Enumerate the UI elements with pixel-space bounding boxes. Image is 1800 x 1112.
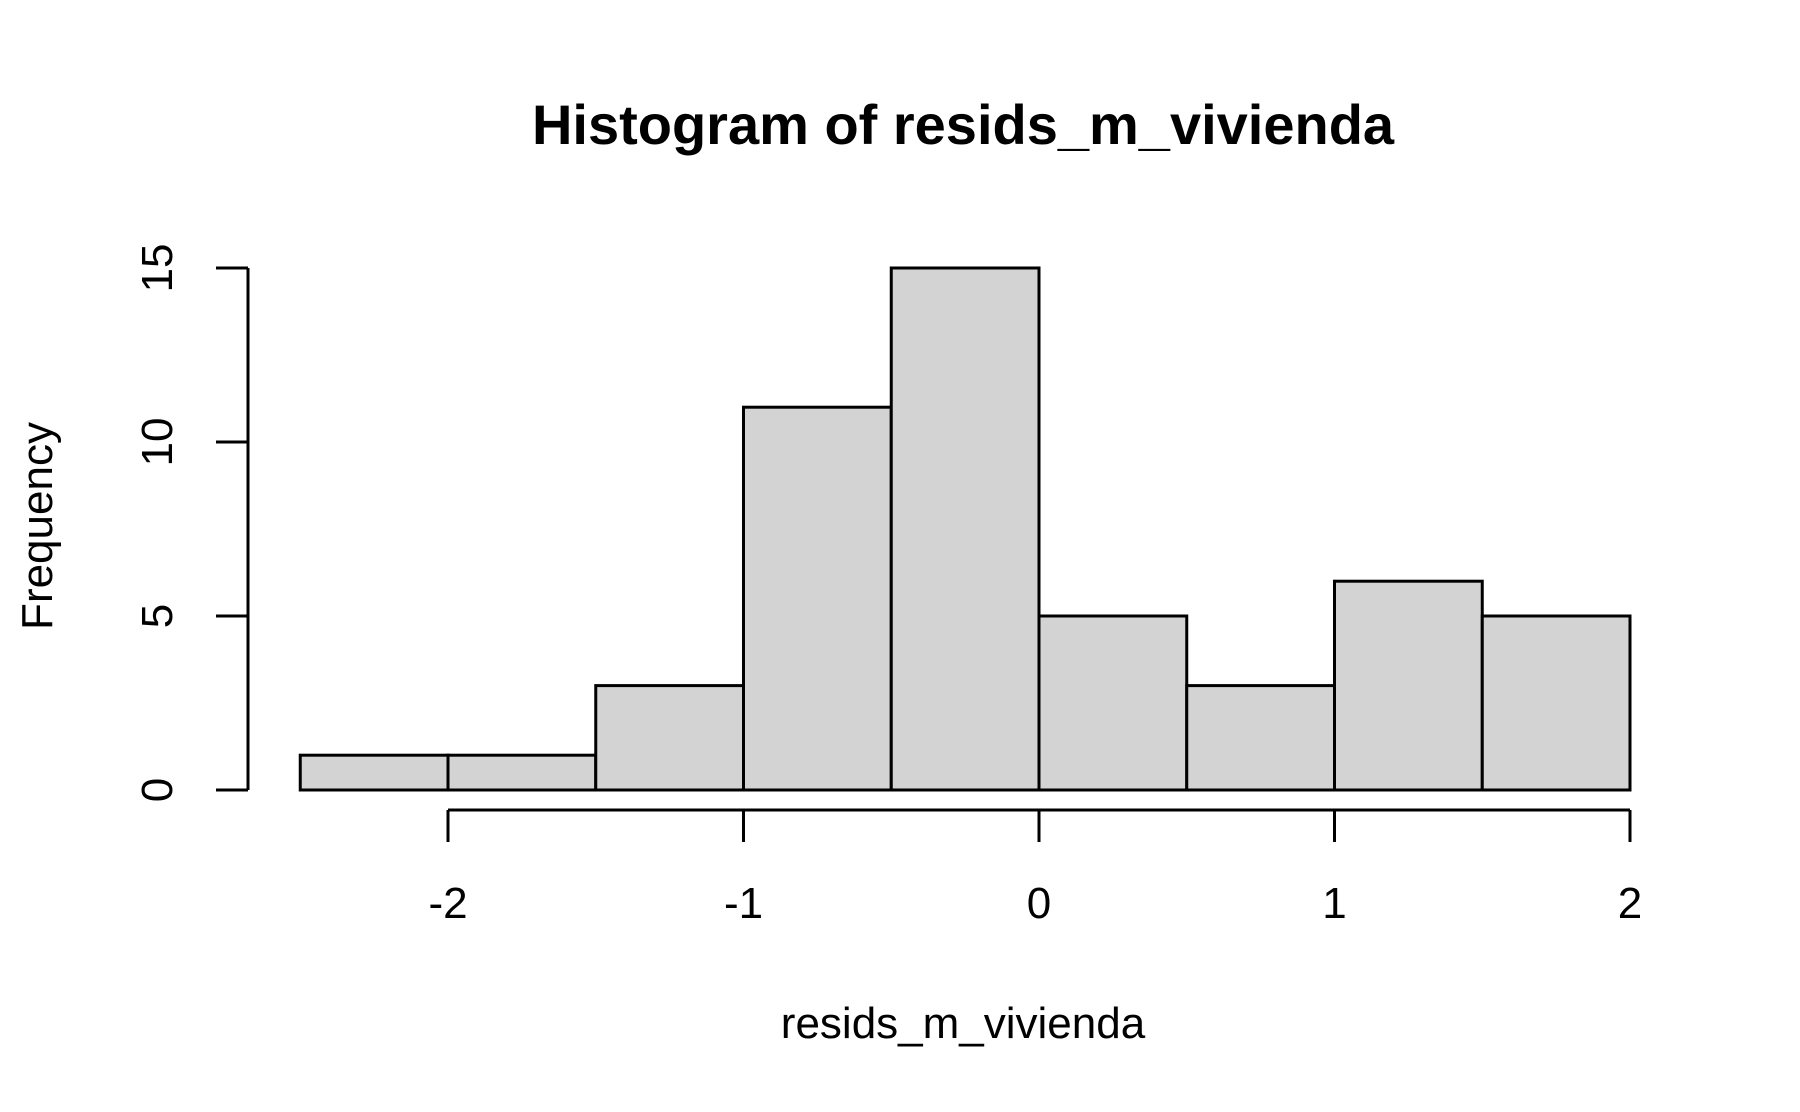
histogram-bar [1480,614,1632,792]
histogram-bar [298,753,450,792]
x-tick-label: 0 [1027,879,1051,928]
x-axis-label: resids_m_vivienda [781,999,1146,1048]
y-axis-label: Frequency [13,422,62,630]
x-tick-label: 1 [1322,879,1346,928]
x-axis: -2 -1 0 1 2 [428,808,1642,928]
histogram-bar [1037,614,1189,792]
histogram-bar [1185,684,1336,792]
y-tick-label: 10 [133,418,182,467]
histogram-bar [889,266,1041,792]
histogram-bar [742,405,893,792]
y-tick-label: 15 [133,244,182,293]
y-tick-label: 0 [133,778,182,802]
y-tick-label: 5 [133,604,182,628]
histogram-bar [446,753,598,792]
histogram-bars [298,266,1632,792]
histogram-bar [1333,579,1484,792]
histogram-bar [594,684,745,792]
x-tick-label: -2 [428,879,467,928]
x-tick-label: 2 [1618,879,1642,928]
x-tick-label: -1 [724,879,763,928]
chart-title: Histogram of resids_m_vivienda [532,93,1395,156]
y-axis: 0 5 10 15 [133,244,250,802]
